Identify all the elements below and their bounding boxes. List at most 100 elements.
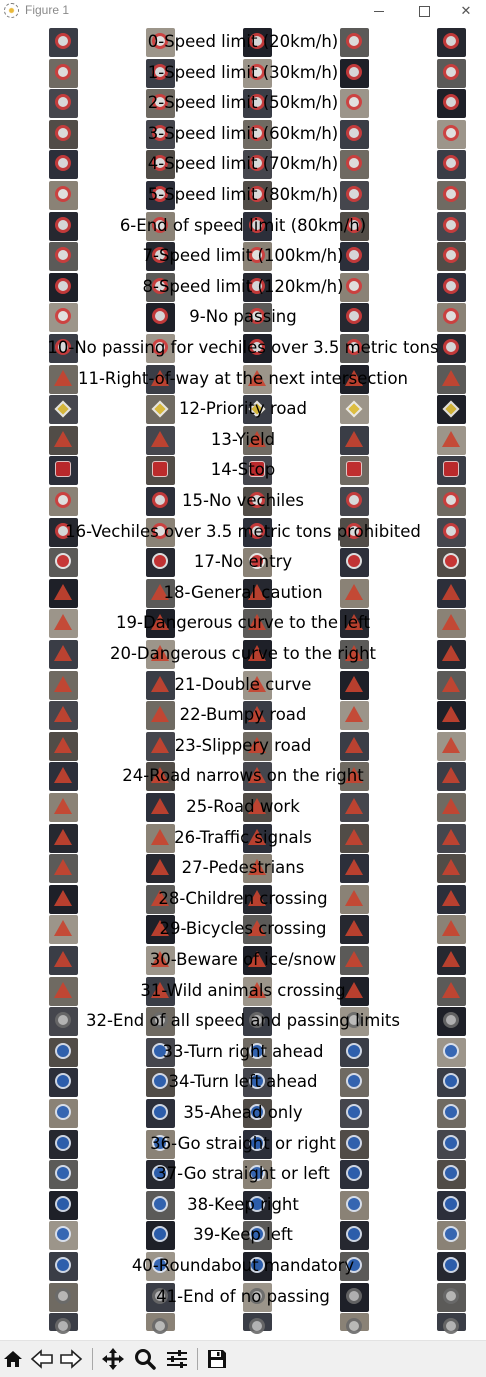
sign-thumbnail (146, 670, 175, 700)
sign-thumbnail (243, 303, 272, 333)
sign-thumbnail (340, 89, 369, 119)
sign-thumbnail (340, 701, 369, 731)
sign-thumbnail (146, 854, 175, 884)
sign-thumbnail (243, 119, 272, 149)
sign-thumbnail (243, 456, 272, 486)
sign-thumbnail (146, 701, 175, 731)
sign-thumbnail (49, 1221, 78, 1251)
sign-thumbnail (49, 150, 78, 180)
sign-thumbnail (49, 119, 78, 149)
sign-thumbnail (146, 578, 175, 608)
sign-thumbnail (340, 1160, 369, 1190)
sign-thumbnail (243, 425, 272, 455)
sign-thumbnail (49, 456, 78, 486)
figure-canvas[interactable]: 0-Speed limit (20km/h) 1-Speed limit (30k… (0, 22, 486, 1340)
sign-thumbnail (340, 609, 369, 639)
sign-thumbnail (49, 548, 78, 578)
sign-thumbnail (340, 58, 369, 88)
home-button[interactable] (0, 1346, 26, 1372)
sign-thumbnail (243, 58, 272, 88)
sign-thumbnail (437, 915, 466, 945)
sign-thumbnail (49, 211, 78, 241)
sign-thumbnail (243, 1252, 272, 1281)
sign-thumbnail (437, 1037, 466, 1067)
sign-thumbnail (49, 395, 78, 425)
close-icon: ✕ (460, 3, 472, 19)
sign-thumbnail (243, 89, 272, 119)
sign-thumbnail (146, 823, 175, 853)
sign-thumbnail (49, 181, 78, 210)
sign-thumbnail (146, 1282, 175, 1312)
forward-button[interactable] (58, 1346, 84, 1372)
sign-thumbnail (49, 242, 78, 272)
sign-thumbnail (49, 1160, 78, 1190)
sign-thumbnail (146, 1160, 175, 1190)
sign-thumbnail (340, 670, 369, 700)
sign-thumbnail (340, 1221, 369, 1251)
sign-thumbnail (437, 272, 466, 302)
sign-thumbnail (243, 1007, 272, 1037)
sign-thumbnail (49, 334, 78, 363)
toolbar-separator (92, 1348, 93, 1370)
save-button[interactable] (204, 1346, 230, 1372)
sign-thumbnail (49, 58, 78, 88)
navigation-toolbar (0, 1340, 486, 1377)
sign-thumbnail (340, 364, 369, 394)
sign-thumbnail (437, 823, 466, 853)
sign-thumbnail (340, 1129, 369, 1159)
back-button[interactable] (29, 1346, 55, 1372)
sign-thumbnail (243, 1068, 272, 1098)
minimize-button[interactable] (356, 0, 402, 22)
minimize-icon (374, 10, 384, 12)
sign-thumbnail (243, 181, 272, 210)
sign-thumbnail (49, 1129, 78, 1159)
sign-thumbnail (243, 915, 272, 945)
sign-thumbnail (243, 1190, 272, 1220)
sign-thumbnail (146, 1099, 175, 1128)
sign-thumbnail (437, 303, 466, 333)
sign-thumbnail (49, 1252, 78, 1281)
sign-thumbnail (340, 946, 369, 975)
sign-thumbnail (146, 58, 175, 88)
arrow-right-icon (60, 1349, 83, 1369)
sign-thumbnail (340, 1099, 369, 1128)
sign-thumbnail (243, 150, 272, 180)
sign-thumbnail (146, 303, 175, 333)
zoom-button[interactable] (132, 1346, 158, 1372)
sign-thumbnail (49, 670, 78, 700)
sign-thumbnail (146, 1068, 175, 1098)
sign-thumbnail (340, 823, 369, 853)
sign-thumbnail (437, 456, 466, 486)
sign-thumbnail (49, 976, 78, 1006)
sign-thumbnail (340, 517, 369, 547)
sign-thumbnail (340, 762, 369, 792)
sign-thumbnail (243, 640, 272, 669)
sign-thumbnail (146, 242, 175, 272)
sign-thumbnail (437, 640, 466, 669)
sign-thumbnail (243, 364, 272, 394)
sign-thumbnail (146, 884, 175, 914)
sign-thumbnail (340, 1190, 369, 1220)
sign-thumbnail (146, 1129, 175, 1159)
sign-thumbnail (340, 303, 369, 333)
sign-thumbnail (49, 1037, 78, 1067)
sign-thumbnail (49, 28, 78, 57)
sign-thumbnail (49, 1190, 78, 1220)
sign-thumbnail (340, 976, 369, 1006)
configure-subplots-button[interactable] (164, 1346, 190, 1372)
sign-thumbnail (437, 89, 466, 119)
sign-thumbnail (437, 1129, 466, 1159)
sign-thumbnail (340, 28, 369, 57)
close-button[interactable]: ✕ (446, 0, 486, 22)
sign-thumbnail (243, 1099, 272, 1128)
sign-thumbnail (243, 28, 272, 57)
maximize-icon (418, 5, 430, 17)
sign-thumbnail (437, 395, 466, 425)
sign-thumbnail (340, 578, 369, 608)
maximize-button[interactable] (401, 0, 447, 22)
sign-thumbnail (146, 28, 175, 57)
sign-thumbnail (437, 793, 466, 822)
pan-button[interactable] (100, 1346, 126, 1372)
sign-thumbnail (340, 425, 369, 455)
sign-thumbnail (437, 1099, 466, 1128)
